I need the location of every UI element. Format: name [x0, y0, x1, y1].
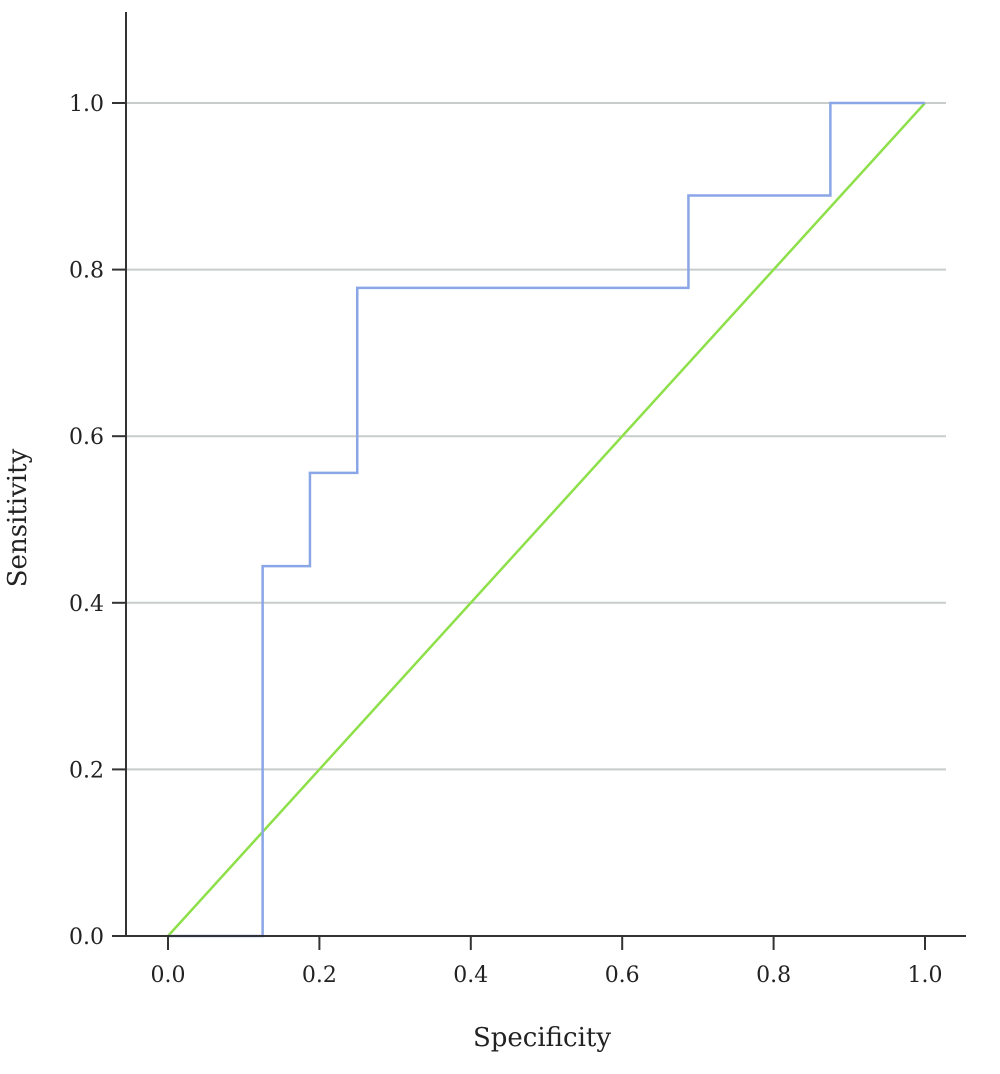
axes — [125, 12, 966, 937]
ticks: 0.0 0.2 0.4 0.6 0.8 1.0 0.0 0.2 0.4 0.6 0.8 1.0 — [69, 92, 943, 988]
x-tick-label-1: 0.2 — [302, 963, 337, 988]
reference-diagonal-line — [167, 102, 926, 937]
gridlines — [126, 102, 946, 771]
y-tick-label-0: 0.0 — [69, 925, 104, 950]
roc-curve-line — [168, 101, 925, 938]
x-tick-label-5: 1.0 — [908, 963, 943, 988]
x-axis-title: Specificity — [473, 1023, 611, 1053]
y-tick-label-1: 0.2 — [69, 758, 104, 783]
y-axis-title: Sensitivity — [3, 448, 33, 587]
x-tick-label-2: 0.4 — [453, 963, 488, 988]
x-tick-label-0: 0.0 — [151, 963, 186, 988]
y-tick-label-2: 0.4 — [69, 592, 104, 617]
x-tick-label-3: 0.6 — [605, 963, 640, 988]
series-layer — [167, 101, 926, 938]
y-tick-label-4: 0.8 — [69, 259, 104, 284]
y-tick-label-5: 1.0 — [69, 92, 104, 117]
x-tick-label-4: 0.8 — [756, 963, 791, 988]
y-tick-label-3: 0.6 — [69, 425, 104, 450]
